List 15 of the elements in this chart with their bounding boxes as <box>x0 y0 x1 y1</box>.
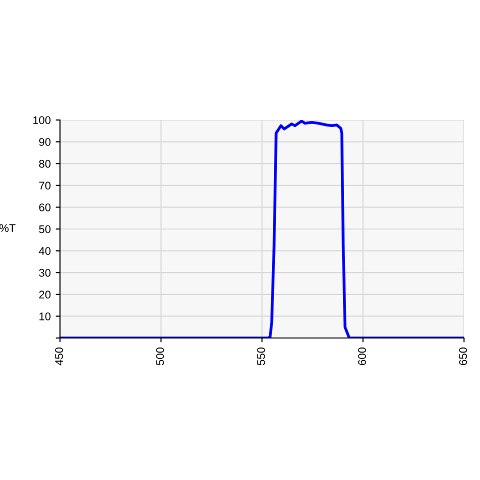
x-tick-label: 450 <box>55 347 63 366</box>
y-tick-label: 70 <box>39 182 51 190</box>
x-tick-label: 550 <box>257 347 265 366</box>
y-tick-label: 30 <box>39 268 51 277</box>
x-tick-label: 500 <box>156 347 164 366</box>
y-tick-label: 10 <box>39 312 51 320</box>
y-tick-label: 100 <box>33 116 51 124</box>
y-tick-label: 60 <box>39 203 51 212</box>
y-tick-label: 40 <box>38 247 51 255</box>
y-tick-label: 90 <box>39 138 51 146</box>
y-tick-label: 50 <box>39 225 51 234</box>
y-tick-label: 80 <box>39 160 51 168</box>
y-tick-label: 20 <box>39 290 51 299</box>
x-tick-label: 600 <box>358 347 366 365</box>
x-tick-label: 650 <box>459 347 467 365</box>
